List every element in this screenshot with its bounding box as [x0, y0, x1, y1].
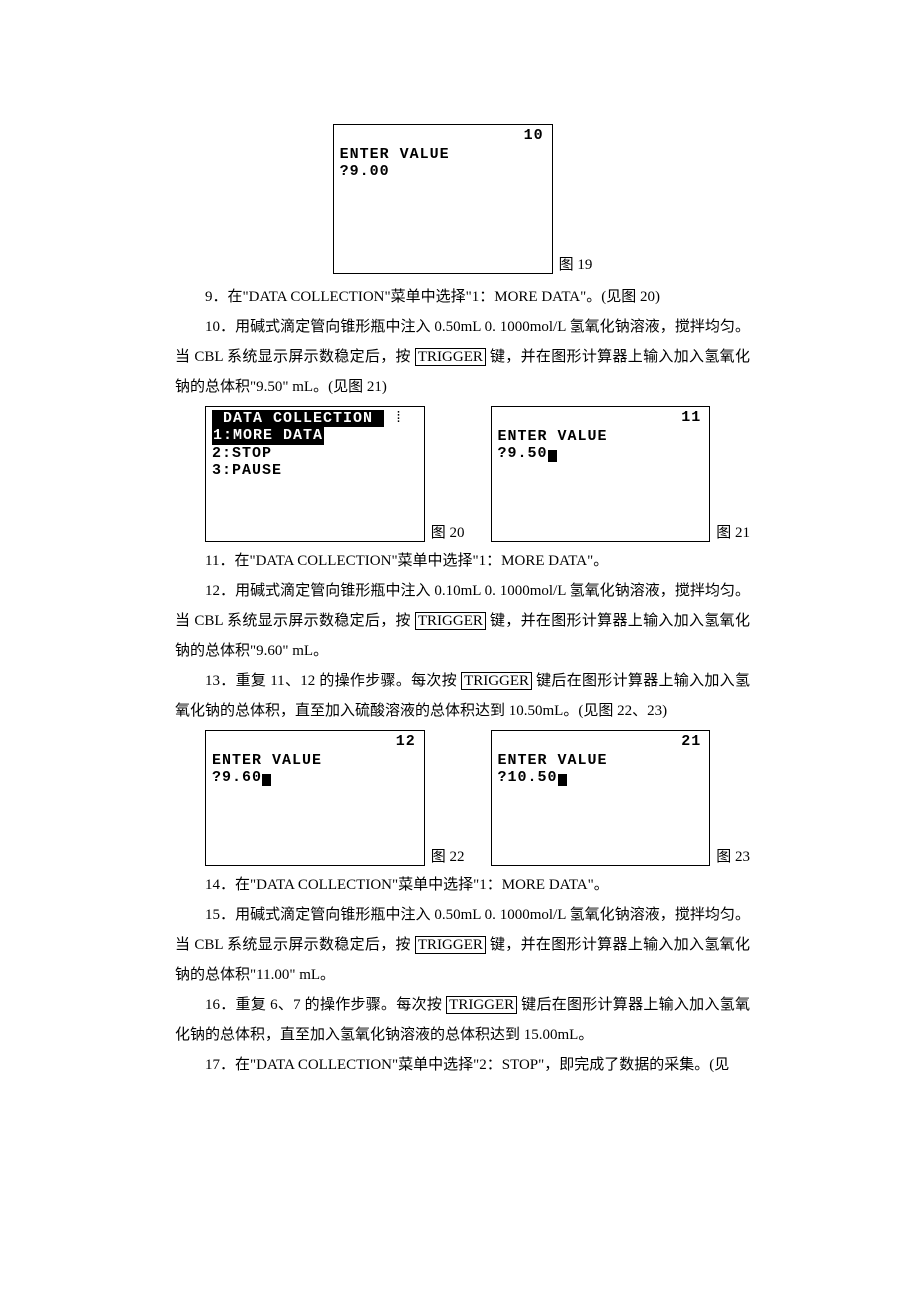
trigger-key-1: TRIGGER — [415, 348, 486, 366]
trigger-key-5: TRIGGER — [446, 996, 517, 1014]
fig20-l3: 3:PAUSE — [212, 462, 418, 479]
cursor-icon — [548, 450, 557, 462]
fig21-l1: ENTER VALUE — [498, 428, 704, 445]
fig20-title: DATA COLLECTION ⁞ — [212, 410, 418, 427]
fig20-i1: 1:MORE DATA — [212, 427, 418, 444]
fig19-row: 10 ENTER VALUE ?9.00 图 19 — [175, 124, 750, 274]
fig22-count: 12 — [396, 733, 416, 750]
fig21-lcd: 11 ENTER VALUE ?9.50 — [491, 406, 711, 542]
cursor-icon — [262, 774, 271, 786]
p13a: 13．重复 11、12 的操作步骤。每次按 — [205, 673, 461, 689]
fig20-21-row: DATA COLLECTION ⁞ 1:MORE DATA 2:STOP 3:P… — [205, 406, 750, 542]
fig23-l1: ENTER VALUE — [498, 752, 704, 769]
p16: 16．重复 6、7 的操作步骤。每次按 TRIGGER 键后在图形计算器上输入加… — [175, 990, 750, 1050]
fig20-lcd: DATA COLLECTION ⁞ 1:MORE DATA 2:STOP 3:P… — [205, 406, 425, 542]
p13: 13．重复 11、12 的操作步骤。每次按 TRIGGER 键后在图形计算器上输… — [175, 666, 750, 726]
fig22-23-row: 12 ENTER VALUE ?9.60 图 22 21 ENTER VALUE… — [205, 730, 750, 866]
trigger-key-3: TRIGGER — [461, 672, 532, 690]
p12: 12．用碱式滴定管向锥形瓶中注入 0.10mL 0. 1000mol/L 氢氧化… — [175, 576, 750, 666]
fig19-count: 10 — [524, 127, 544, 144]
p16a: 16．重复 6、7 的操作步骤。每次按 — [205, 997, 446, 1013]
p9: 9．在"DATA COLLECTION"菜单中选择"1：MORE DATA"。(… — [175, 282, 750, 312]
cursor-icon — [558, 774, 567, 786]
p11: 11．在"DATA COLLECTION"菜单中选择"1：MORE DATA"。 — [175, 546, 750, 576]
fig19-l1: ENTER VALUE — [340, 146, 546, 163]
p15: 15．用碱式滴定管向锥形瓶中注入 0.50mL 0. 1000mol/L 氢氧化… — [175, 900, 750, 990]
fig19-l2: ?9.00 — [340, 163, 546, 180]
fig23-lcd: 21 ENTER VALUE ?10.50 — [491, 730, 711, 866]
fig20-l2: 2:STOP — [212, 445, 418, 462]
fig21-l2: ?9.50 — [498, 445, 704, 462]
trigger-key-2: TRIGGER — [415, 612, 486, 630]
fig23-count: 21 — [681, 733, 701, 750]
fig21-caption: 图 21 — [716, 521, 750, 542]
fig22-lcd: 12 ENTER VALUE ?9.60 — [205, 730, 425, 866]
p10: 10．用碱式滴定管向锥形瓶中注入 0.50mL 0. 1000mol/L 氢氧化… — [175, 312, 750, 402]
fig19-caption: 图 19 — [559, 253, 593, 274]
fig21-count: 11 — [681, 409, 701, 426]
fig23-l2: ?10.50 — [498, 769, 704, 786]
fig22-l1: ENTER VALUE — [212, 752, 418, 769]
page: 10 ENTER VALUE ?9.00 图 19 9．在"DATA COLLE… — [0, 0, 920, 1160]
p14: 14．在"DATA COLLECTION"菜单中选择"1：MORE DATA"。 — [175, 870, 750, 900]
fig23-caption: 图 23 — [716, 845, 750, 866]
fig22-caption: 图 22 — [431, 845, 465, 866]
trigger-key-4: TRIGGER — [415, 936, 486, 954]
fig19-lcd: 10 ENTER VALUE ?9.00 — [333, 124, 553, 274]
fig22-l2: ?9.60 — [212, 769, 418, 786]
fig20-caption: 图 20 — [431, 521, 465, 542]
p17: 17．在"DATA COLLECTION"菜单中选择"2：STOP"，即完成了数… — [175, 1050, 750, 1080]
